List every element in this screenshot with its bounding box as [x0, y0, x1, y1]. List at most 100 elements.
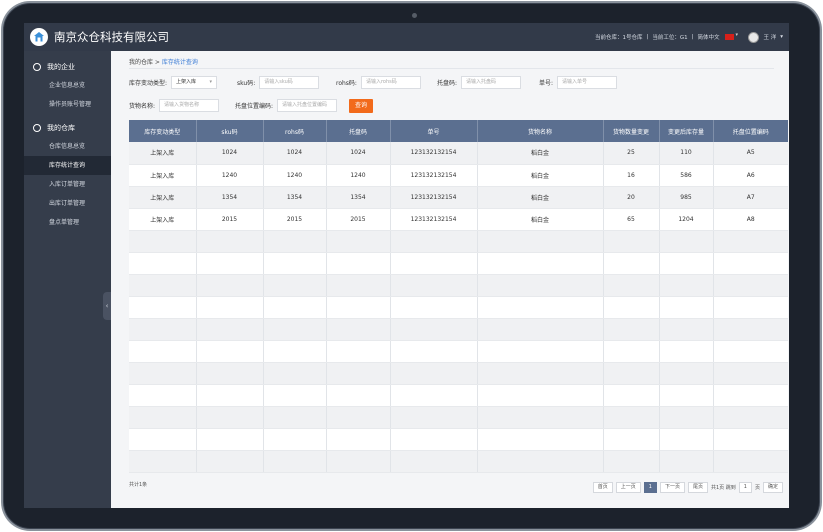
separator: | [646, 34, 649, 40]
rohs-label: rohs码: [336, 80, 357, 87]
table-cell [477, 384, 604, 407]
confirm-jump-button[interactable]: 确定 [762, 482, 783, 493]
table-cell [477, 274, 604, 297]
table-cell [263, 230, 327, 253]
table-cell: 稻白金 [477, 186, 604, 209]
language-selector[interactable]: 简体中文 [697, 35, 720, 41]
table-cell [659, 296, 714, 319]
page-1-button[interactable]: 1 [643, 482, 657, 493]
column-header: 变更后库存量 [659, 120, 714, 142]
collapse-sidebar-icon[interactable]: ‹ [103, 292, 111, 320]
tray-input[interactable]: 请输入托盘码 [461, 76, 522, 89]
sidebar-group-enterprise[interactable]: 我的企业 [24, 57, 111, 76]
table-cell [129, 450, 197, 473]
divider [129, 68, 774, 69]
filter-goods: 货物名称: 请输入货物名称 [129, 99, 220, 112]
sku-input[interactable]: 请输入sku码 [259, 76, 320, 89]
table-cell [603, 362, 660, 385]
empty-table-row [129, 296, 788, 319]
chevron-down-icon[interactable]: ▾ [780, 34, 783, 40]
table-header-row: 库存变动类型 sku码 rohs码 托盘码 单号 货物名称 货物数量变更 变更后库存量 托盘位置… [129, 120, 788, 142]
table-cell: 上架入库 [129, 142, 197, 165]
table-cell: A6 [713, 164, 788, 187]
order-input[interactable]: 请输入单号 [557, 76, 618, 89]
table-cell: 1240 [196, 164, 264, 187]
table-cell [659, 252, 714, 275]
table-cell [713, 318, 788, 341]
sidebar: 我的企业 企业信息总览 操作员账号管理 我的仓库 仓库信息总览 库存统计查询 入… [24, 51, 111, 508]
table-row[interactable]: 上架入库 2015 2015 2015 123132132154 稻白金 65 1204 A8 [129, 208, 788, 231]
filter-change-type: 库存变动类型: 上架入库 [129, 76, 218, 89]
column-header: 货物名称 [477, 120, 604, 142]
change-type-select[interactable]: 上架入库 [171, 76, 218, 89]
goods-input[interactable]: 请输入货物名称 [159, 99, 220, 112]
table-cell: 20 [603, 186, 660, 209]
table-cell [390, 340, 478, 363]
table-cell [263, 362, 327, 385]
table-row[interactable]: 上架入库 1354 1354 1354 123132132154 稻白金 20 985 A7 [129, 186, 788, 209]
sidebar-item-outbound-orders[interactable]: 出库订单管理 [49, 200, 86, 207]
table-cell [196, 450, 264, 473]
table-cell: A8 [713, 208, 788, 231]
table-cell [390, 428, 478, 451]
user-avatar[interactable] [748, 31, 760, 43]
page-jump-input[interactable]: 1 [738, 482, 752, 493]
empty-table-row [129, 274, 788, 297]
empty-table-row [129, 450, 788, 473]
table-cell [659, 428, 714, 451]
table-cell: 2015 [263, 208, 327, 231]
goods-label: 货物名称: [129, 103, 156, 110]
empty-table-row [129, 230, 788, 253]
top-bar: 南京众仓科技有限公司 当前仓库：1号仓库 | 当前工位：G1 | 简体中文 王 … [24, 23, 789, 51]
table-row[interactable]: 上架入库 1024 1024 1024 123132132154 稻白金 25 110 A5 [129, 142, 788, 165]
prev-page-button[interactable]: 上一页 [615, 482, 641, 493]
table-row[interactable]: 上架入库 1240 1240 1240 123132132154 稻白金 16 586 A6 [129, 164, 788, 187]
table-cell [263, 406, 327, 429]
last-page-button[interactable]: 尾页 [687, 482, 708, 493]
table-cell [477, 230, 604, 253]
sidebar-item-warehouse-overview[interactable]: 仓库信息总览 [49, 143, 86, 150]
sidebar-item-operator-accounts[interactable]: 操作员账号管理 [49, 101, 92, 108]
empty-table-row [129, 362, 788, 385]
table-cell [603, 384, 660, 407]
table-cell: 16 [603, 164, 660, 187]
separator: | [691, 34, 694, 40]
table-cell [196, 296, 264, 319]
location-label: 托盘位置编码: [235, 103, 274, 110]
table-cell: 985 [659, 186, 714, 209]
table-cell [713, 274, 788, 297]
china-flag-icon[interactable] [725, 32, 738, 40]
table-cell [713, 384, 788, 407]
filter-order: 单号: 请输入单号 [539, 76, 618, 89]
table-cell [196, 362, 264, 385]
query-button[interactable]: 查询 [349, 99, 373, 113]
table-cell [263, 252, 327, 275]
next-page-button[interactable]: 下一页 [659, 482, 685, 493]
pagination: 首页 上一页 1 下一页 尾页 共1页 跳到 1 页 确定 [590, 482, 783, 493]
table-cell [477, 428, 604, 451]
table-cell [603, 252, 660, 275]
table-cell [603, 428, 660, 451]
sidebar-group-warehouse[interactable]: 我的仓库 [24, 118, 111, 137]
first-page-button[interactable]: 首页 [592, 482, 613, 493]
column-header: sku码 [196, 120, 264, 142]
breadcrumb-separator: > [153, 59, 162, 66]
table-cell: 2015 [196, 208, 264, 231]
rohs-input[interactable]: 请输入rohs码 [360, 76, 421, 89]
table-body: 上架入库 1024 1024 1024 123132132154 稻白金 25 110 A5 上架… [129, 142, 788, 473]
table-cell [263, 384, 327, 407]
user-name[interactable]: 王 洋 [763, 35, 777, 41]
empty-table-row [129, 406, 788, 429]
sidebar-item-enterprise-overview[interactable]: 企业信息总览 [49, 82, 86, 89]
breadcrumb-root[interactable]: 我的仓库 [129, 59, 154, 66]
column-header: rohs码 [263, 120, 327, 142]
table-cell [713, 450, 788, 473]
sidebar-item-inventory-query[interactable]: 库存统计查询 [24, 156, 111, 175]
location-input[interactable]: 请输入托盘位置编码 [277, 99, 338, 112]
top-info: 当前仓库：1号仓库 | 当前工位：G1 | 简体中文 王 洋 ▾ [591, 23, 783, 51]
table-cell [196, 318, 264, 341]
table-cell [390, 274, 478, 297]
sidebar-item-inbound-orders[interactable]: 入库订单管理 [49, 181, 86, 188]
sidebar-item-stocktake[interactable]: 盘点单管理 [49, 219, 80, 226]
table-cell [129, 318, 197, 341]
